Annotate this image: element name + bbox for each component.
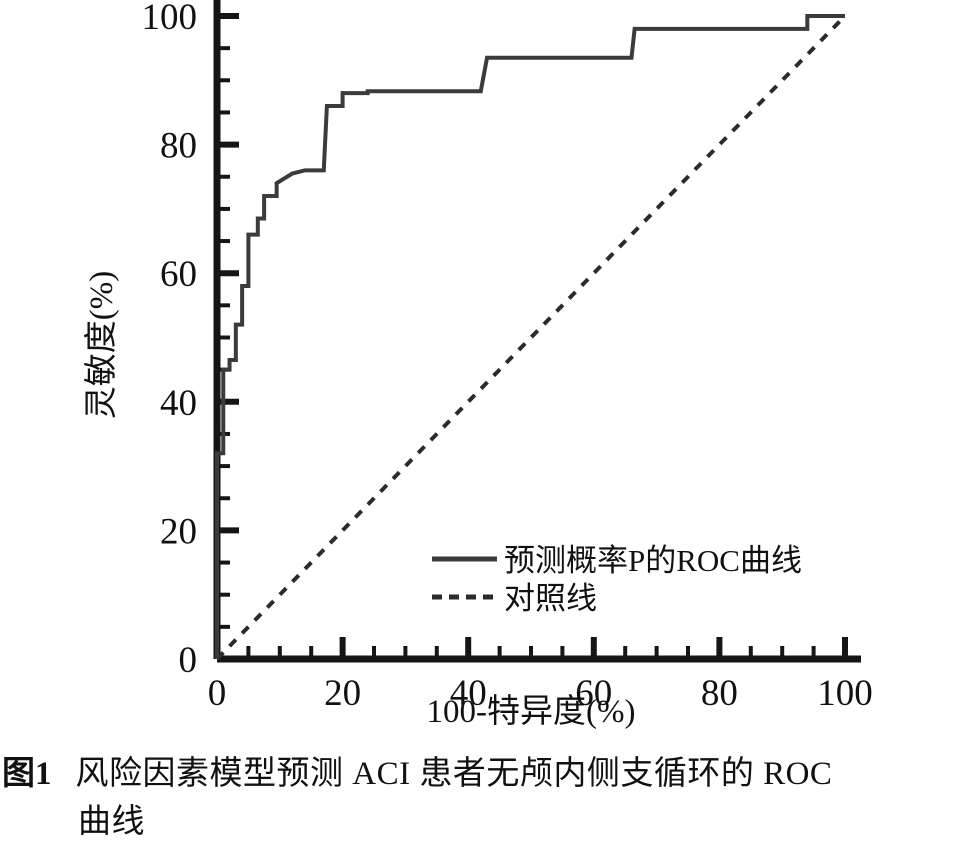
figure-caption: 图1 风险因素模型预测 ACI 患者无颅内侧支循环的 ROC 曲线 [0, 748, 961, 852]
y-axis-title: 灵敏度(%) [83, 271, 120, 419]
roc-chart: 0 20 40 60 80 100 0 20 40 60 80 100 100-特异度(%) 灵敏度… [83, 0, 873, 730]
y-axis-tick-label: 40 [160, 383, 197, 424]
y-axis-tick-label: 20 [160, 511, 197, 552]
x-axis-tick-label: 0 [208, 673, 227, 714]
chart-legend: 预测概率P的ROC曲线 对照线 [432, 543, 802, 616]
x-axis-title: 100-特异度(%) [427, 693, 636, 730]
caption-line-primary: 图1 风险因素模型预测 ACI 患者无颅内侧支循环的 ROC [2, 752, 832, 796]
x-axis-tick-labels: 0 20 40 60 80 100 [208, 673, 873, 714]
y-axis-tick-label: 100 [142, 0, 198, 38]
roc-chart-canvas: 0 20 40 60 80 100 0 20 40 60 80 100 100-特异度(%) 灵敏度… [83, 0, 873, 730]
caption-text-line-1: 风险因素模型预测 ACI 患者无颅内侧支循环的 ROC [75, 756, 833, 792]
caption-line-secondary: 曲线 [78, 804, 145, 840]
reference-diagonal-line [215, 14, 847, 661]
caption-figure-number: 图1 [2, 756, 52, 792]
y-axis-tick-label: 0 [179, 640, 198, 681]
roc-curve-line [215, 14, 845, 659]
y-axis-tick-label: 60 [160, 254, 197, 295]
y-axis-tick-labels: 0 20 40 60 80 100 [142, 0, 198, 681]
x-axis-tick-label: 60 [575, 673, 612, 714]
x-axis-title-group: 100-特异度(%) [427, 693, 636, 730]
legend-label-reference-line: 对照线 [504, 581, 597, 616]
x-axis-tick-label: 20 [324, 673, 361, 714]
x-axis-tick-label: 100 [817, 673, 873, 714]
legend-label-roc-curve: 预测概率P的ROC曲线 [504, 543, 802, 578]
x-axis-tick-label: 40 [450, 673, 487, 714]
y-axis-title-group: 灵敏度(%) [83, 271, 120, 419]
data-series-layer [215, 14, 847, 661]
x-axis-tick-label: 80 [701, 673, 738, 714]
y-axis-tick-label: 80 [160, 126, 197, 167]
